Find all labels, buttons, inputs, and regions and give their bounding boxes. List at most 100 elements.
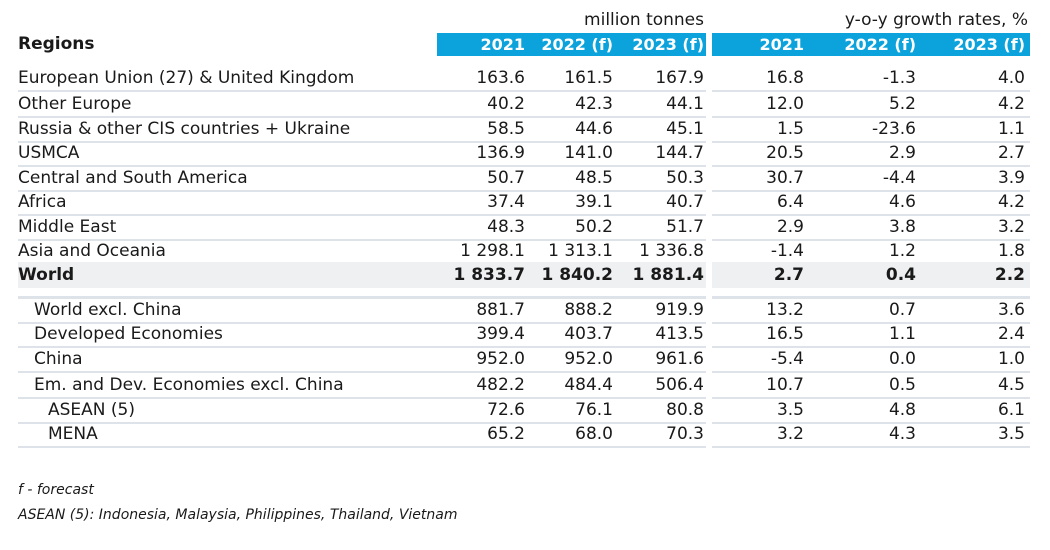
region-label: USMCA	[18, 143, 80, 163]
tonnes-value: 80.8	[666, 400, 704, 420]
growth-value: 4.3	[888, 424, 916, 444]
row-divider	[18, 371, 706, 373]
tonnes-value: 506.4	[655, 375, 704, 395]
region-label: Developed Economies	[34, 324, 223, 344]
growth-value: -1.3	[882, 68, 916, 88]
tonnes-value: 399.4	[476, 324, 525, 344]
tonnes-value: 1 336.8	[639, 241, 704, 261]
row-divider	[18, 116, 706, 118]
growth-value: 4.0	[997, 68, 1025, 88]
footnote-asean: ASEAN (5): Indonesia, Malaysia, Philippi…	[18, 507, 458, 523]
row-divider	[712, 346, 1030, 348]
region-label: China	[34, 349, 83, 369]
tonnes-value: 961.6	[655, 349, 704, 369]
table-row: Africa 37.4 39.1 40.7 6.4 4.6 4.2	[0, 190, 1050, 216]
tonnes-value: 413.5	[655, 324, 704, 344]
region-label: Middle East	[18, 217, 117, 237]
growth-value: -1.4	[770, 241, 804, 261]
row-divider	[18, 190, 706, 192]
growth-value: 13.2	[766, 300, 804, 320]
region-label: Russia & other CIS countries + Ukraine	[18, 119, 351, 139]
tonnes-value: 403.7	[564, 324, 613, 344]
growth-value: 4.2	[997, 94, 1025, 114]
table-row: MENA 65.2 68.0 70.3 3.2 4.3 3.5	[0, 422, 1050, 448]
region-label: Em. and Dev. Economies excl. China	[34, 375, 344, 395]
region-label: World excl. China	[34, 300, 182, 320]
tonnes-value: 40.2	[487, 94, 525, 114]
row-divider	[712, 371, 1030, 373]
tonnes-value: 163.6	[476, 68, 525, 88]
growth-value: 5.2	[888, 94, 916, 114]
tonnes-value: 136.9	[476, 143, 525, 163]
growth-value: 1.5	[776, 119, 804, 139]
row-divider	[18, 239, 706, 241]
tonnes-value: 44.1	[666, 94, 704, 114]
row-divider	[712, 90, 1030, 92]
growth-value: 16.5	[766, 324, 804, 344]
tonnes-value: 1 833.7	[453, 265, 525, 285]
tonnes-value: 919.9	[655, 300, 704, 320]
growth-value: 3.2	[997, 217, 1025, 237]
growth-value: 4.5	[997, 375, 1025, 395]
row-divider	[712, 422, 1030, 424]
tonnes-value: 58.5	[487, 119, 525, 139]
growth-value: 0.5	[888, 375, 916, 395]
growth-value: 2.7	[997, 143, 1025, 163]
tonnes-value: 1 298.1	[460, 241, 525, 261]
growth-value: 1.1	[997, 119, 1025, 139]
growth-value: 1.2	[888, 241, 916, 261]
growth-value: 2.2	[994, 265, 1025, 285]
region-label: MENA	[48, 424, 98, 444]
tonnes-value: 40.7	[666, 192, 704, 212]
tonnes-value: 1 840.2	[541, 265, 613, 285]
row-divider	[18, 165, 706, 167]
growth-value: 0.0	[888, 349, 916, 369]
tonnes-value: 167.9	[655, 68, 704, 88]
growth-value: 4.2	[997, 192, 1025, 212]
row-highlight	[18, 262, 706, 288]
tonnes-value: 482.2	[476, 375, 525, 395]
growth-value: 1.1	[888, 324, 916, 344]
growth-value: -5.4	[770, 349, 804, 369]
row-divider	[712, 239, 1030, 241]
tonnes-value: 65.2	[487, 424, 525, 444]
tonnes-value: 881.7	[476, 300, 525, 320]
row-divider	[18, 296, 706, 299]
tonnes-value: 68.0	[575, 424, 613, 444]
header-band-left	[437, 33, 706, 56]
row-divider	[712, 397, 1030, 399]
table-row: Russia & other CIS countries + Ukraine 58…	[0, 117, 1050, 143]
region-label: European Union (27) & United Kingdom	[18, 68, 355, 88]
tonnes-value: 50.2	[575, 217, 613, 237]
region-label: Africa	[18, 192, 67, 212]
growth-value: 4.8	[888, 400, 916, 420]
region-label: Other Europe	[18, 94, 132, 114]
row-divider	[712, 322, 1030, 324]
column-header-tonnes-2023-f: 2023 (f)	[632, 35, 704, 54]
column-header-growth-2021: 2021	[759, 35, 804, 54]
growth-value: 2.7	[773, 265, 804, 285]
tonnes-value: 888.2	[564, 300, 613, 320]
row-divider	[18, 422, 706, 424]
row-divider	[18, 214, 706, 216]
growth-value: 2.4	[997, 324, 1025, 344]
growth-value: 3.5	[997, 424, 1025, 444]
tonnes-value: 952.0	[564, 349, 613, 369]
row-highlight	[712, 262, 1030, 288]
row-divider	[18, 397, 706, 399]
row-divider	[18, 346, 706, 348]
tonnes-value: 484.4	[564, 375, 613, 395]
region-label: Central and South America	[18, 168, 248, 188]
tonnes-value: 141.0	[564, 143, 613, 163]
table-row: Other Europe 40.2 42.3 44.1 12.0 5.2 4.2	[0, 92, 1050, 118]
regions-header: Regions	[18, 34, 95, 54]
row-divider	[712, 446, 1030, 448]
growth-value: 3.8	[888, 217, 916, 237]
table-row: Developed Economies 399.4 403.7 413.5 16.5 1.…	[0, 322, 1050, 348]
growth-value: 6.4	[776, 192, 804, 212]
region-label: ASEAN (5)	[48, 400, 135, 420]
tonnes-value: 45.1	[666, 119, 704, 139]
growth-value: 3.6	[997, 300, 1025, 320]
growth-value: -4.4	[882, 168, 916, 188]
row-divider	[712, 116, 1030, 118]
